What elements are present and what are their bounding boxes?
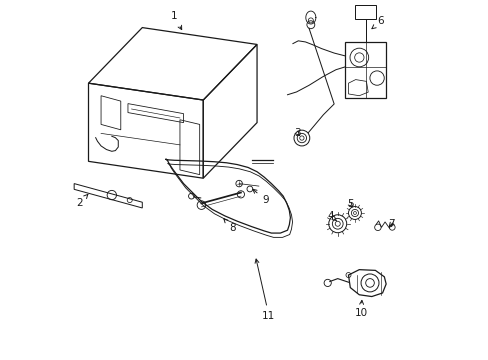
Text: 7: 7	[387, 219, 394, 229]
Text: 5: 5	[346, 199, 353, 210]
Text: 10: 10	[354, 300, 367, 318]
Text: 11: 11	[255, 259, 275, 320]
Text: 1: 1	[171, 12, 182, 30]
Text: 2: 2	[76, 194, 88, 208]
Text: 9: 9	[252, 189, 268, 205]
Text: 6: 6	[371, 17, 383, 29]
Bar	[354, 5, 375, 19]
Bar	[344, 42, 386, 98]
Text: 3: 3	[294, 129, 300, 138]
Text: 8: 8	[224, 219, 236, 233]
Text: 4: 4	[326, 211, 336, 221]
